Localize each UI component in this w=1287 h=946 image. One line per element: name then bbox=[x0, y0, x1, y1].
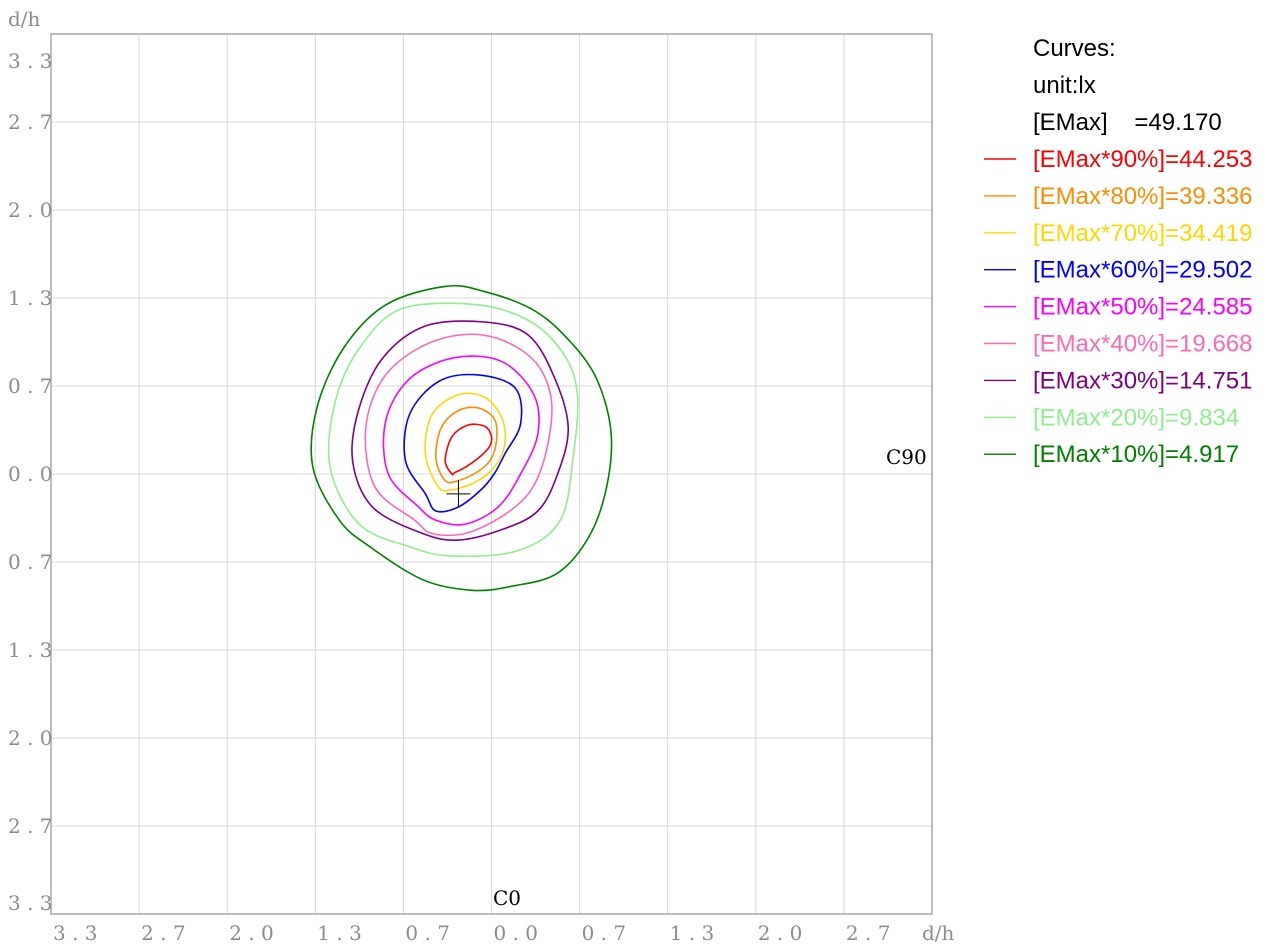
contour-curve bbox=[403, 373, 523, 513]
legend-entry-label: [EMax*90%]=44.253 bbox=[1033, 146, 1252, 173]
x-tick-label: 2 . 7 bbox=[141, 921, 186, 945]
x-tick-label: 0 . 7 bbox=[582, 921, 627, 945]
y-axis-unit-label: d/h bbox=[8, 7, 41, 31]
contour-curve bbox=[327, 302, 579, 558]
legend-entry-label: [EMax*30%]=14.751 bbox=[1033, 367, 1252, 394]
center-cross-marker bbox=[446, 479, 471, 508]
x-tick-label: 2 . 0 bbox=[758, 921, 803, 945]
y-tick-label: 2 . 0 bbox=[8, 198, 53, 222]
grid-lines bbox=[51, 34, 932, 914]
legend-entry-label: [EMax*40%]=19.668 bbox=[1033, 331, 1252, 358]
legend-entry-label: [EMax*10%]=4.917 bbox=[1033, 441, 1239, 468]
y-tick-label: 3 . 3 bbox=[8, 891, 53, 915]
y-tick-label: 0 . 7 bbox=[8, 550, 53, 574]
x-axis-unit-label: d/h bbox=[922, 921, 955, 945]
y-tick-label: 1 . 3 bbox=[8, 286, 53, 310]
legend-entry-label: [EMax*20%]=9.834 bbox=[1033, 404, 1239, 431]
contour-curve bbox=[382, 355, 540, 526]
y-tick-label: 0 . 7 bbox=[8, 374, 53, 398]
y-tick-labels: 3 . 3 2 . 7 2 . 0 1 . 3 0 . 7 0 . 0 0 . 7 1 . 3… bbox=[8, 49, 53, 915]
contour-curve bbox=[424, 392, 507, 492]
y-tick-label: 2 . 7 bbox=[8, 814, 53, 838]
legend-entry-label: [EMax*70%]=34.419 bbox=[1033, 220, 1252, 247]
y-tick-label: 1 . 3 bbox=[8, 638, 53, 662]
contour-curve bbox=[351, 320, 570, 542]
y-tick-label: 2 . 7 bbox=[8, 110, 53, 134]
plane-label-c90: C90 bbox=[886, 445, 927, 469]
x-tick-label: 0 . 0 bbox=[494, 921, 539, 945]
legend-emax: [EMax] =49.170 bbox=[1033, 109, 1222, 136]
legend-entry-label: [EMax*50%]=24.585 bbox=[1033, 294, 1252, 321]
plane-label-c0: C0 bbox=[493, 886, 521, 910]
x-tick-label: 0 . 7 bbox=[405, 921, 450, 945]
legend-unit: unit:lx bbox=[1033, 72, 1096, 99]
x-tick-labels: 3 . 3 2 . 7 2 . 0 1 . 3 0 . 7 0 . 0 0 . 7 1 . 3… bbox=[53, 921, 890, 945]
y-tick-label: 0 . 0 bbox=[8, 462, 53, 486]
legend-entry-label: [EMax*60%]=29.502 bbox=[1033, 257, 1252, 284]
x-tick-label: 1 . 3 bbox=[317, 921, 362, 945]
x-tick-label: 2 . 7 bbox=[846, 921, 891, 945]
legend: Curves: unit:lx [EMax] =49.170 [EMax*90%… bbox=[984, 35, 1252, 468]
legend-title: Curves: bbox=[1033, 35, 1116, 62]
contour-curve bbox=[444, 423, 493, 476]
x-tick-label: 1 . 3 bbox=[670, 921, 715, 945]
contour-curve bbox=[435, 406, 498, 484]
y-tick-label: 3 . 3 bbox=[8, 49, 53, 73]
x-tick-label: 3 . 3 bbox=[53, 921, 98, 945]
legend-entry-label: [EMax*80%]=39.336 bbox=[1033, 183, 1252, 210]
plot-area-frame bbox=[50, 33, 933, 915]
x-tick-label: 2 . 0 bbox=[229, 921, 274, 945]
contour-curves bbox=[310, 284, 613, 592]
y-tick-label: 2 . 0 bbox=[8, 726, 53, 750]
contour-curve bbox=[364, 333, 553, 537]
contour-curve bbox=[310, 284, 613, 592]
